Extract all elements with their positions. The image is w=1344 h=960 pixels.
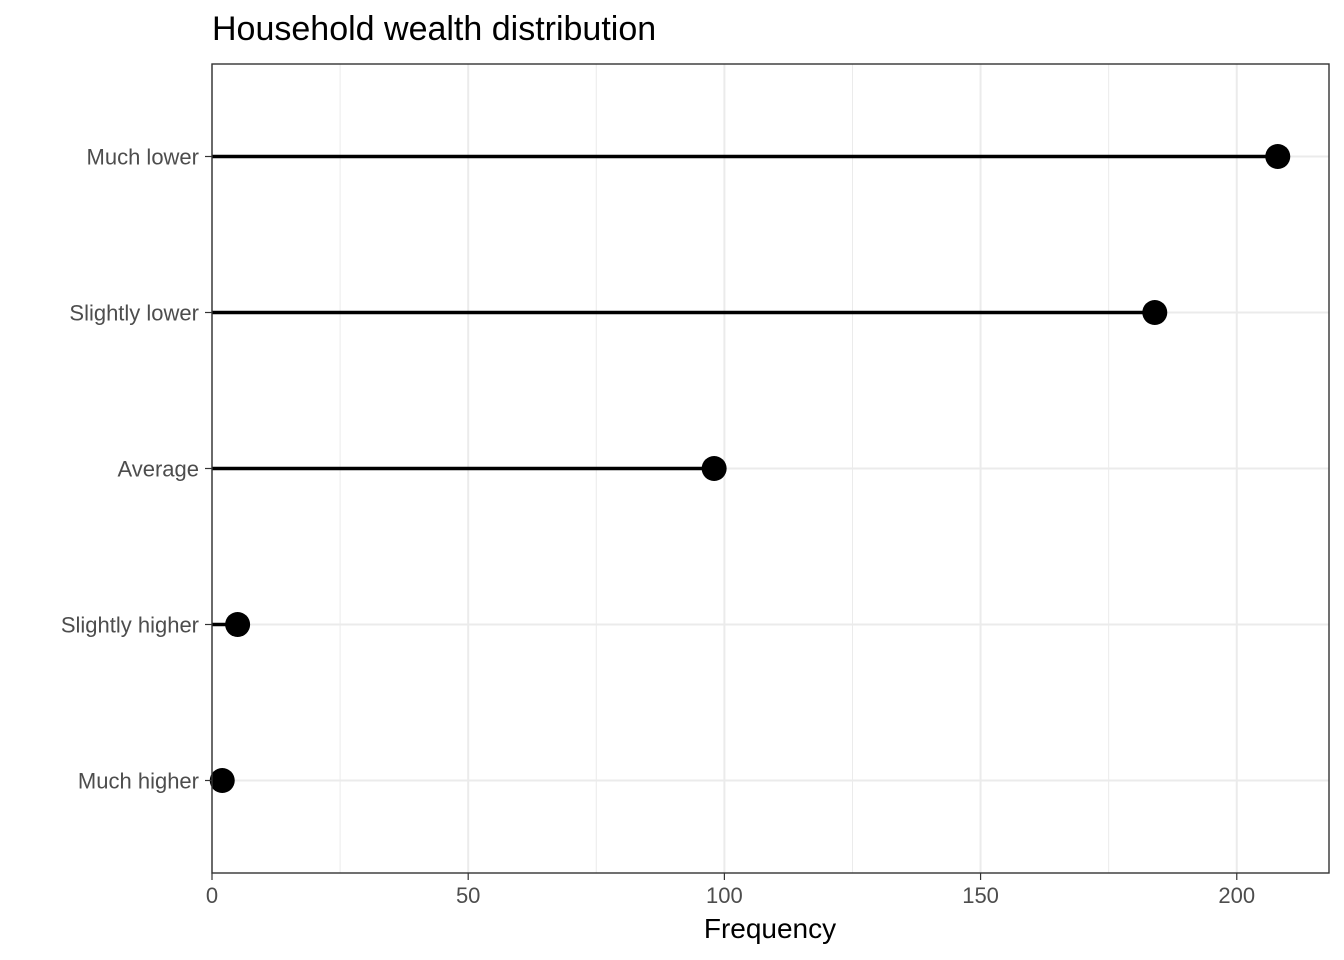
y-tick-label: Slightly higher bbox=[61, 613, 199, 638]
axes: Much lower Slightly lower Average Slightly … bbox=[61, 145, 1255, 909]
x-tick-label: 150 bbox=[962, 883, 999, 908]
lollipop-point bbox=[1142, 300, 1168, 325]
x-tick-label: 100 bbox=[706, 883, 743, 908]
data-marks bbox=[209, 144, 1291, 793]
y-tick-label: Much higher bbox=[78, 769, 199, 794]
x-tick-label: 50 bbox=[456, 883, 480, 908]
lollipop-point bbox=[225, 612, 251, 637]
x-axis-title: Frequency bbox=[704, 913, 836, 944]
y-tick-label: Average bbox=[117, 457, 199, 482]
y-tick-label: Slightly lower bbox=[69, 301, 199, 326]
x-tick-label: 0 bbox=[206, 883, 218, 908]
chart-title: Household wealth distribution bbox=[212, 10, 656, 48]
lollipop-point bbox=[1265, 144, 1291, 169]
lollipop-point bbox=[209, 768, 235, 793]
y-tick-label: Much lower bbox=[87, 145, 199, 170]
lollipop-point bbox=[701, 456, 727, 481]
x-tick-label: 200 bbox=[1218, 883, 1255, 908]
